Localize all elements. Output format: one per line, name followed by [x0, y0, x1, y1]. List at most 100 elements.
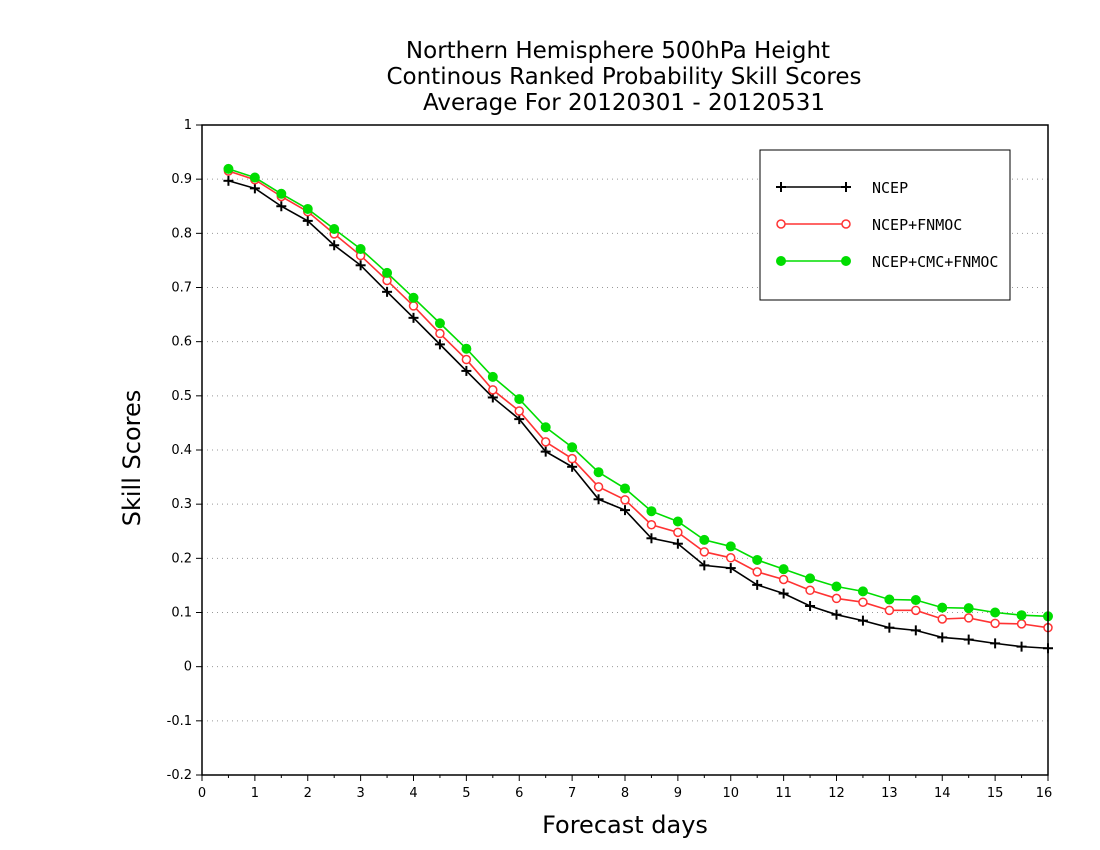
- x-tick-label: 6: [515, 786, 523, 801]
- data-point: [540, 422, 551, 433]
- data-point: [778, 564, 789, 575]
- data-point: [937, 614, 947, 624]
- data-point: [620, 483, 630, 494]
- data-point: [408, 312, 419, 323]
- x-axis-label: Forecast days: [542, 811, 708, 839]
- data-point: [884, 594, 895, 605]
- chart-title-line-1: Northern Hemisphere 500hPa Height: [406, 38, 830, 64]
- data-point: [223, 175, 234, 186]
- data-point: [461, 354, 472, 365]
- data-point: [937, 632, 948, 643]
- data-point: [672, 538, 683, 549]
- legend-entry-0: NCEP: [776, 179, 908, 197]
- data-point: [514, 414, 525, 425]
- x-tick-label: 16: [1036, 786, 1053, 801]
- data-point: [593, 494, 604, 505]
- data-point: [620, 495, 630, 505]
- x-tick-label: 13: [881, 786, 898, 801]
- data-point: [778, 574, 789, 585]
- plot-area-frame: [201, 124, 1049, 776]
- data-point: [487, 371, 498, 382]
- x-tick-label: 15: [987, 786, 1004, 801]
- legend-entry-1: NCEP+FNMOC: [776, 216, 962, 234]
- data-point: [382, 286, 393, 297]
- data-point: [725, 563, 736, 574]
- data-point: [699, 547, 710, 557]
- data-point: [1016, 619, 1027, 629]
- data-point: [620, 505, 630, 516]
- data-point: [884, 605, 895, 616]
- grid-lines: [202, 178, 1048, 722]
- data-point: [752, 554, 763, 565]
- x-tick-label: 1: [251, 786, 259, 801]
- data-point: [276, 188, 287, 199]
- data-point: [593, 467, 604, 478]
- data-point: [408, 292, 419, 303]
- data-point: [1016, 641, 1027, 652]
- y-tick-label: 0.2: [171, 551, 192, 566]
- y-tick-label: 0.1: [171, 606, 192, 621]
- data-point: [857, 615, 868, 626]
- data-point: [249, 183, 260, 194]
- data-point: [593, 482, 604, 492]
- data-point: [329, 240, 340, 251]
- data-point: [329, 224, 340, 234]
- data-point: [990, 607, 1001, 618]
- data-point: [752, 567, 762, 577]
- chart-title-line-2: Continous Ranked Probability Skill Score…: [386, 64, 861, 90]
- data-point: [857, 586, 868, 597]
- x-tick-label: 14: [934, 786, 951, 801]
- y-axis-label: Skill Scores: [118, 390, 146, 527]
- data-point: [805, 601, 816, 611]
- y-axis-ticks: -0.2 -0.1 0 0.1 0.2 0.3 0.4 0.5 0.6 0.7 0.8 0.9 1: [167, 118, 202, 783]
- x-tick-label: 11: [775, 786, 792, 801]
- data-point: [726, 553, 736, 563]
- data-point: [514, 406, 524, 416]
- data-point: [911, 605, 921, 616]
- data-point: [699, 560, 710, 571]
- data-point: [567, 461, 578, 472]
- data-point: [910, 625, 921, 636]
- data-point: [831, 593, 842, 604]
- data-point: [963, 613, 974, 623]
- y-tick-label: -0.2: [167, 768, 192, 783]
- data-point: [831, 581, 842, 592]
- legend-marker: [841, 219, 851, 229]
- data-point: [1016, 610, 1027, 621]
- legend-marker: [776, 256, 786, 266]
- data-point: [408, 301, 419, 311]
- data-point: [567, 442, 578, 453]
- data-point: [725, 541, 736, 552]
- data-point: [461, 365, 472, 376]
- legend-label: NCEP: [872, 179, 908, 197]
- data-point: [646, 520, 657, 530]
- x-tick-label: 3: [356, 786, 364, 801]
- legend-marker: [841, 182, 851, 192]
- data-point: [646, 506, 657, 517]
- y-tick-label: -0.1: [167, 714, 192, 729]
- x-tick-label: 12: [828, 786, 845, 801]
- y-tick-label: 0.8: [171, 226, 192, 241]
- legend-label: NCEP+FNMOC: [872, 216, 962, 234]
- data-point: [805, 573, 816, 584]
- data-point: [434, 339, 445, 350]
- data-point: [910, 595, 921, 606]
- data-point: [276, 201, 287, 212]
- legend-marker: [776, 182, 786, 192]
- y-tick-label: 0.4: [171, 443, 192, 458]
- data-point: [435, 328, 445, 339]
- data-point: [355, 260, 366, 271]
- x-tick-label: 8: [621, 786, 629, 801]
- x-tick-label: 4: [409, 786, 417, 801]
- series-0: [223, 175, 1053, 654]
- data-point: [461, 343, 472, 354]
- y-tick-label: 0.5: [171, 389, 192, 404]
- data-point: [990, 618, 1000, 629]
- legend: NCEP NCEP+FNMOC NCEP+CMC+FNMOC: [759, 149, 1011, 301]
- x-tick-label: 0: [198, 786, 206, 801]
- chart-title: Northern Hemisphere 500hPa Height Contin…: [386, 38, 861, 116]
- data-point: [884, 622, 895, 633]
- chart-title-line-3: Average For 20120301 - 20120531: [423, 90, 825, 116]
- data-point: [778, 588, 789, 599]
- y-tick-label: 0.3: [171, 497, 192, 512]
